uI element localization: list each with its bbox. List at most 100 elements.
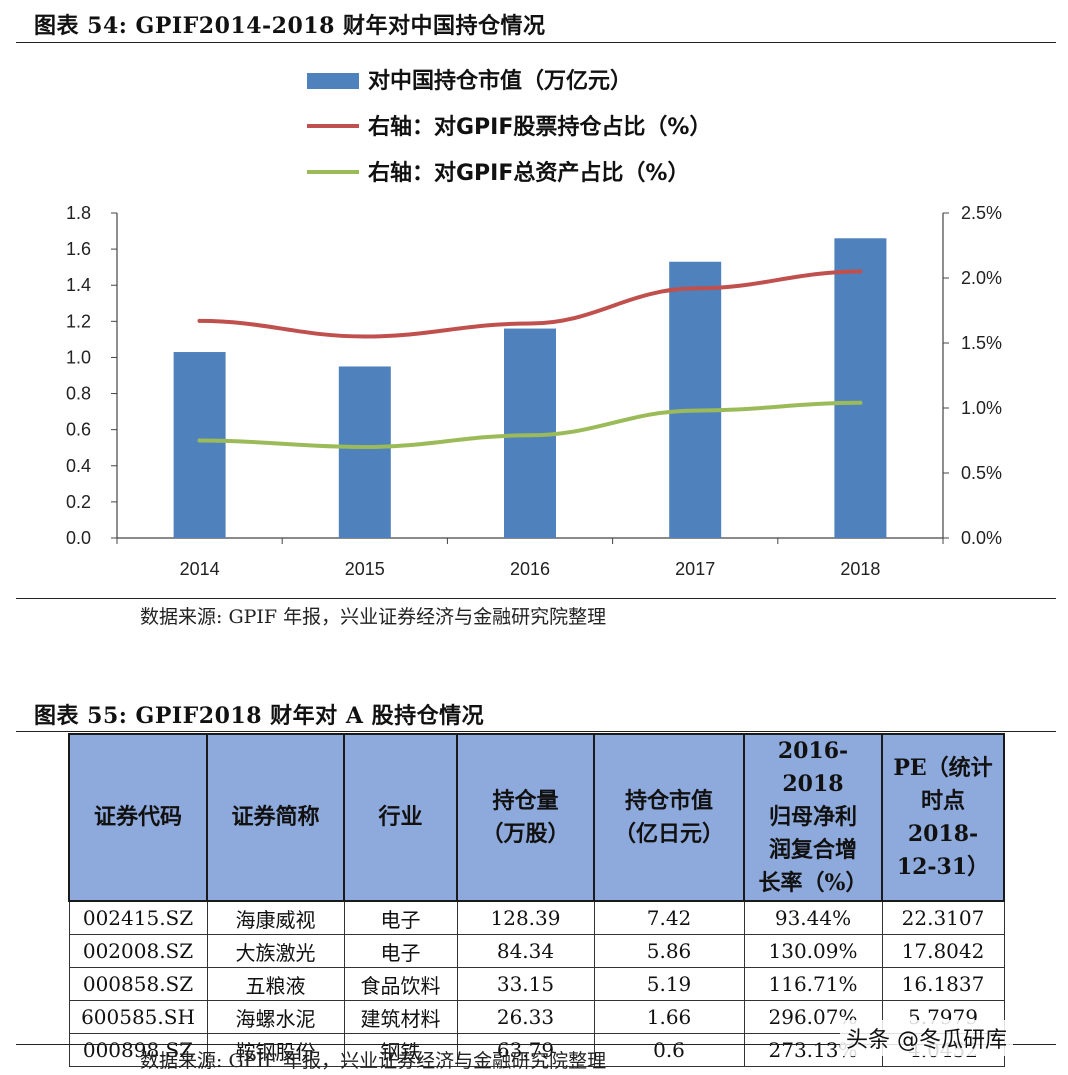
- line-point-2-2017: [693, 408, 698, 413]
- line-point-1-2016: [528, 321, 532, 326]
- column-header-2: 行业: [343, 733, 458, 902]
- table-cell: 16.1837: [881, 967, 1005, 1001]
- table-cell: 002415.SZ: [68, 900, 208, 935]
- y-right-tick-label: 2.0%: [961, 268, 1002, 288]
- y-left-tick-label: 1.2: [66, 311, 91, 331]
- x-tick-label: 2014: [180, 559, 220, 579]
- column-header-line: 持仓市值: [624, 787, 713, 814]
- table-cell: 电子: [343, 900, 458, 935]
- table-top-rule: [16, 731, 1056, 732]
- table-cell: 五粮液: [206, 967, 345, 1001]
- line-point-2-2016: [528, 433, 532, 438]
- table-cell: 128.39: [456, 900, 595, 935]
- table-row: 002008.SZ 大族激光 电子 84.34 5.86 130.09% 17.8042: [68, 934, 1005, 968]
- table-cell: 电子: [343, 934, 458, 968]
- table-cell: 22.3107: [881, 900, 1005, 935]
- column-header-0: 证券代码: [68, 733, 208, 902]
- column-header-line: （万股）: [481, 820, 570, 847]
- column-header-line: 时点: [920, 787, 965, 814]
- column-header-line: 归母净利: [768, 804, 857, 830]
- table-cell: 000858.SZ: [68, 967, 208, 1001]
- line-point-2-2015: [362, 445, 367, 449]
- y-left-tick-label: 1.8: [66, 203, 91, 223]
- bar-2018: [834, 238, 887, 538]
- table-cell: 5.19: [593, 967, 745, 1001]
- chart-bottom-rule: [16, 598, 1056, 599]
- column-header-5: 2016-2018 归母净利润复合增长率（%）: [743, 733, 883, 902]
- table-cell: 000898.SZ: [68, 1033, 208, 1067]
- column-header-line: 长率（%）: [758, 870, 868, 896]
- table-cell: 130.09%: [743, 934, 883, 968]
- legend-swatch-0: [307, 73, 359, 89]
- y-right-tick-label: 2.5%: [961, 203, 1002, 223]
- table-cell: 大族激光: [206, 934, 345, 968]
- table-row: 000858.SZ 五粮液 食品饮料 33.15 5.19 116.71% 16.1837: [68, 967, 1005, 1001]
- column-header-line: 2016-2018: [777, 738, 849, 797]
- line-series: [197, 269, 863, 450]
- table-cell: 0.6: [593, 1033, 745, 1067]
- bar-series: [173, 238, 887, 538]
- title-rule-top: [16, 42, 1056, 43]
- chart-legend: 对中国持仓市值（万亿元） 右轴：对GPIF股票持仓占比（%） 右轴：对GPIF总资产…: [307, 68, 711, 186]
- line-point-1-2014: [197, 318, 202, 323]
- y-right-tick-label: 0.5%: [961, 463, 1002, 483]
- bar-2015: [338, 366, 391, 538]
- column-header-line: 证券代码: [93, 804, 182, 830]
- table-cell: 93.44%: [743, 900, 883, 935]
- table-cell: 7.42: [593, 900, 745, 935]
- legend-label-1: 右轴：对GPIF股票持仓占比（%）: [368, 114, 711, 140]
- legend-label-2: 右轴：对GPIF总资产占比（%）: [368, 160, 689, 186]
- table-cell: 002008.SZ: [68, 934, 208, 968]
- table-cell: 钢铁: [343, 1033, 458, 1067]
- y-left-tick-label: 0.0: [66, 528, 91, 548]
- column-header-line: PE（统计: [893, 754, 993, 781]
- figure-54-source: 数据来源: GPIF 年报，兴业证券经济与金融研究院整理: [140, 606, 607, 628]
- line-point-2-2018: [858, 400, 863, 405]
- y-left-tick-label: 0.6: [66, 420, 91, 440]
- column-header-6: PE（统计时点 2018- 12-31）: [881, 733, 1005, 902]
- x-tick-label: 2018: [840, 559, 880, 579]
- column-header-line: 持仓量: [492, 787, 559, 814]
- table-cell: 26.33: [456, 1000, 595, 1034]
- table-cell: 鞍钢股份: [206, 1033, 345, 1067]
- column-header-line: 证券简称: [231, 804, 320, 830]
- figure-55-source: 数据来源: GPIF 年报，兴业证券经济与金融研究院整理: [140, 1050, 607, 1072]
- table-cell: 116.71%: [743, 967, 883, 1001]
- table-cell: 海螺水泥: [206, 1000, 345, 1034]
- table-cell: 17.8042: [881, 934, 1005, 968]
- watermark: 头条 @冬瓜研库: [840, 1020, 1013, 1056]
- line-point-1-2015: [362, 334, 367, 339]
- x-tick-label: 2017: [675, 559, 715, 579]
- table-cell: 海康威视: [206, 900, 345, 935]
- y-left-tick-label: 1.6: [66, 239, 91, 259]
- table-cell: 84.34: [456, 934, 595, 968]
- table-header-row: 证券代码 证券简称 行业 持仓量 （万股） 持仓市值 （亿日元） 2016-2018 归母净利润…: [68, 733, 1005, 902]
- y-left-tick-label: 0.2: [66, 492, 91, 512]
- y-right-tick-label: 0.0%: [961, 528, 1002, 548]
- table-cell: 5.86: [593, 934, 745, 968]
- table-cell: 食品饮料: [343, 967, 458, 1001]
- y-right-tick-label: 1.5%: [961, 333, 1002, 353]
- table-cell: 建筑材料: [343, 1000, 458, 1034]
- column-header-3: 持仓量 （万股）: [456, 733, 595, 902]
- column-header-line: 2018-: [907, 820, 979, 847]
- column-header-1: 证券简称: [206, 733, 345, 902]
- table-body: 002415.SZ 海康威视 电子 128.39 7.42 93.44% 22.3107 00…: [68, 900, 1005, 1067]
- y-left-tick-label: 0.4: [66, 456, 91, 476]
- x-tick-label: 2016: [510, 559, 550, 579]
- line-point-2-2014: [197, 438, 202, 443]
- column-header-line: 润复合增: [768, 837, 857, 863]
- line-series-1: [197, 269, 863, 339]
- bar-2014: [173, 352, 226, 538]
- y-left-tick-label: 1.4: [66, 275, 91, 295]
- holdings-chart: 对中国持仓市值（万亿元） 右轴：对GPIF股票持仓占比（%） 右轴：对GPIF总资产…: [66, 68, 1002, 579]
- column-header-line: 12-31）: [896, 853, 990, 880]
- column-header-line: 行业: [378, 804, 423, 830]
- table-cell: 600585.SH: [68, 1000, 208, 1034]
- legend-label-0: 对中国持仓市值（万亿元）: [368, 68, 632, 94]
- bar-2017: [669, 261, 722, 538]
- x-tick-label: 2015: [345, 559, 385, 579]
- figure-54-title: 图表 54: GPIF2014-2018 财年对中国持仓情况: [34, 13, 546, 39]
- line-point-1-2017: [693, 286, 698, 291]
- y-left-tick-label: 0.8: [66, 384, 91, 404]
